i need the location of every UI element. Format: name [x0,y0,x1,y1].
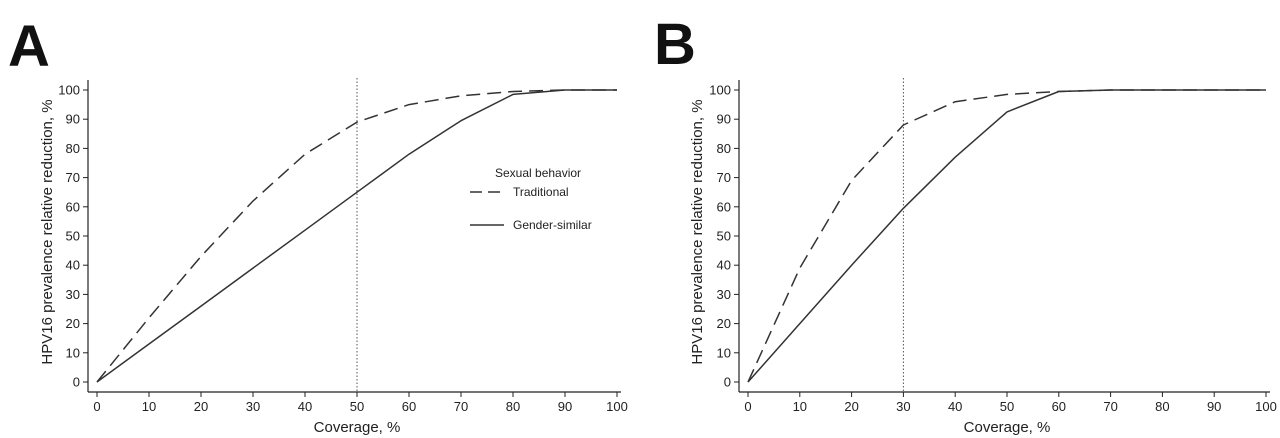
y-tick-label: 80 [717,141,731,156]
y-axis-label: HPV16 prevalence relative reduction, % [39,99,56,364]
y-tick-label: 20 [717,316,731,331]
x-tick-label: 20 [844,399,858,414]
series-line-traditional [747,89,1266,383]
series-line-traditional [96,89,617,383]
y-tick-label: 100 [709,83,731,98]
x-tick-label: 30 [246,399,260,414]
y-axis-label: HPV16 prevalence relative reduction, % [689,99,706,364]
y-tick-label: 40 [717,258,731,273]
y-tick-label: 30 [717,287,731,302]
x-tick-label: 100 [1255,399,1277,414]
y-tick-label: 60 [717,199,731,214]
x-tick-label: 60 [402,399,416,414]
y-tick-label: 50 [66,229,80,244]
y-tick-label: 0 [73,375,80,390]
x-tick-label: 70 [454,399,468,414]
x-tick-label: 0 [744,399,751,414]
x-tick-label: 70 [1103,399,1117,414]
panel-letter-a: A [8,14,50,79]
x-tick-label: 40 [298,399,312,414]
y-tick-label: 20 [66,316,80,331]
legend-title: Sexual behavior [495,166,581,180]
y-tick-label: 90 [717,112,731,127]
y-tick-label: 40 [66,258,80,273]
y-tick-label: 80 [66,141,80,156]
y-tick-label: 50 [717,229,731,244]
y-tick-label: 90 [66,112,80,127]
x-tick-label: 0 [93,399,100,414]
x-tick-label: 60 [1052,399,1066,414]
series-line-gender-similar [96,89,617,383]
y-tick-label: 60 [66,199,80,214]
x-tick-label: 50 [1000,399,1014,414]
x-axis-label: Coverage, % [314,419,401,436]
legend-entry: Traditional [513,185,569,199]
x-axis-label: Coverage, % [964,419,1051,436]
x-tick-label: 100 [606,399,628,414]
y-tick-label: 10 [66,345,80,360]
y-tick-label: 0 [724,375,731,390]
x-tick-label: 30 [896,399,910,414]
y-tick-label: 30 [66,287,80,302]
x-tick-label: 80 [1155,399,1169,414]
x-tick-label: 20 [194,399,208,414]
y-tick-label: 70 [66,170,80,185]
x-tick-label: 50 [350,399,364,414]
x-tick-label: 80 [506,399,520,414]
x-tick-label: 90 [1207,399,1221,414]
legend-entry: Gender-similar [513,218,592,232]
y-tick-label: 70 [717,170,731,185]
x-tick-label: 10 [142,399,156,414]
y-tick-label: 100 [58,83,80,98]
x-tick-label: 10 [793,399,807,414]
y-tick-label: 10 [717,345,731,360]
x-tick-label: 90 [558,399,572,414]
panel-letter-b: B [654,12,696,77]
x-tick-label: 40 [948,399,962,414]
series-line-gender-similar [747,89,1266,383]
